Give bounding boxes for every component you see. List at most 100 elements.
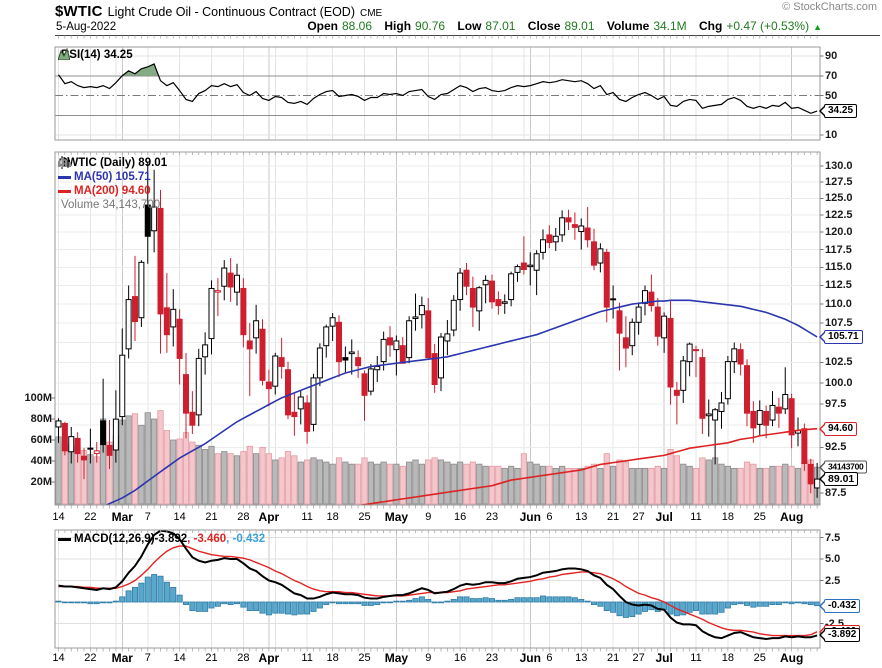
axis-tick-label: Jun (519, 509, 541, 524)
axis-tick-label: 21 (205, 510, 218, 523)
axis-tick-label: 125.0 (825, 192, 853, 205)
hist-legend-value: , -0.432 (226, 533, 266, 545)
volume-value: 34.1M (653, 19, 687, 33)
axis-value-marker: 105.71 (824, 329, 863, 344)
axis-tick-label: Jul (655, 509, 673, 524)
up-triangle-icon: ▲ (813, 22, 822, 32)
axis-tick-label: 80M (30, 413, 52, 425)
axis-tick-label: 16 (454, 510, 467, 523)
axis-tick-label: 20M (30, 476, 52, 488)
ma200-line-icon (58, 189, 71, 193)
axis-value-marker: 94.60 (824, 421, 858, 436)
axis-tick-label: 14 (52, 652, 65, 664)
axis-tick-label: 5.0 (825, 553, 841, 565)
axis-value-marker: 34.25 (824, 104, 858, 119)
axis-value-marker: -0.432 (824, 598, 861, 613)
axis-tick-label: 127.5 (825, 176, 853, 189)
axis-tick-label: 7 (144, 510, 151, 523)
macd-legend-value: -3.892 (154, 533, 188, 545)
price-legend: $WTIC (Daily) 89.01 MA(50) 105.71 MA(200… (58, 156, 167, 212)
axis-tick-label: 102.5 (825, 356, 853, 369)
axis-tick-label: 6 (546, 652, 553, 664)
ma50-legend-label: MA(50) 105.71 (74, 171, 151, 183)
axis-tick-label: 6 (546, 510, 553, 523)
axis-tick-label: 13 (575, 652, 588, 664)
axis-tick-label: Aug (779, 651, 804, 665)
axis-value-marker: 89.01 (824, 472, 859, 487)
axis-tick-label: 115.0 (825, 261, 852, 274)
chart-date: 5-Aug-2022 (56, 21, 117, 33)
axis-tick-label: 16 (454, 652, 467, 664)
axis-tick-label: 22 (84, 510, 97, 523)
low-label: Low (457, 19, 482, 33)
axis-tick-label: 22 (84, 652, 97, 664)
axis-tick-label: 25 (358, 510, 371, 523)
axis-value-marker: -3.892 (824, 628, 861, 643)
macd-line-icon (58, 537, 71, 541)
axis-tick-label: 70 (825, 69, 838, 82)
axis-tick-label: 50 (825, 89, 838, 102)
axis-tick-label: 18 (721, 510, 734, 523)
axis-tick-label: Jun (519, 651, 541, 665)
axis-tick-label: 18 (326, 652, 339, 664)
axis-tick-label: 25 (358, 652, 371, 664)
axis-tick-label: 107.5 (825, 317, 853, 330)
copyright-link[interactable]: © StockCharts.com (782, 1, 877, 13)
axis-tick-label: 18 (721, 652, 734, 664)
axis-tick-label: 97.5 (825, 397, 847, 410)
axis-tick-label: 112.5 (825, 279, 852, 292)
axis-tick-label: 25 (753, 652, 766, 664)
axis-tick-label: 100M (24, 392, 52, 404)
price-legend-symbol: $WTIC (Daily) 89.01 (61, 157, 168, 169)
axis-tick-label: 120.0 (825, 226, 853, 239)
axis-tick-label: 87.5 (825, 487, 847, 500)
axis-tick-label: Mar (111, 651, 133, 665)
axis-tick-label: 9 (425, 652, 432, 664)
axis-tick-label: 7 (144, 652, 151, 664)
axis-tick-label: 28 (237, 510, 250, 523)
volume-legend-label: Volume 34,143,700 (61, 199, 161, 211)
volume-label: Volume (606, 19, 650, 33)
axis-tick-label: 92.5 (825, 441, 847, 454)
axis-tick-label: 11 (690, 510, 702, 523)
chg-label: Chg (699, 19, 723, 33)
low-value: 87.01 (485, 19, 516, 33)
axis-tick-label: 21 (205, 652, 218, 664)
high-label: High (384, 19, 412, 33)
axis-tick-label: 25 (753, 510, 766, 523)
axis-tick-label: 11 (301, 510, 313, 523)
macd-legend-name: MACD(12,26,9) (74, 533, 155, 545)
axis-tick-label: May (384, 509, 409, 524)
open-value: 88.06 (342, 19, 373, 33)
axis-tick-label: Apr (258, 509, 280, 524)
axis-tick-label: 100.0 (825, 376, 853, 389)
ma50-line-icon (58, 175, 71, 179)
close-value: 89.01 (564, 19, 595, 33)
axis-tick-label: Aug (779, 509, 804, 524)
axis-tick-label: Apr (258, 651, 280, 665)
axis-tick-label: 9 (425, 510, 432, 523)
ticker-symbol: $WTIC (55, 3, 103, 20)
axis-tick-label: Jul (655, 651, 673, 665)
axis-tick-label: 11 (690, 652, 702, 664)
axis-tick-label: 18 (326, 510, 339, 523)
signal-legend-value: , -3.460 (187, 533, 227, 545)
axis-tick-label: 2.5 (825, 574, 841, 587)
axis-tick-label: 110.0 (825, 298, 852, 311)
axis-tick-label: Mar (111, 509, 133, 524)
rsi-legend: RSI(14) 34.25 (58, 48, 133, 62)
high-value: 90.76 (415, 19, 446, 33)
axis-tick-label: 13 (575, 510, 588, 523)
header-row-1: $WTIC Light Crude Oil - Continuous Contra… (55, 3, 382, 21)
ma200-legend-label: MA(200) 94.60 (74, 185, 151, 197)
axis-tick-label: 23 (485, 510, 499, 523)
axis-tick-label: 90 (825, 50, 838, 62)
axis-tick-label: 40M (30, 455, 52, 467)
axis-tick-label: 11 (301, 652, 313, 664)
axis-tick-label: 60M (30, 434, 52, 446)
axis-tick-label: 130.0 (825, 160, 853, 172)
axis-tick-label: May (384, 651, 409, 665)
close-label: Close (527, 19, 561, 33)
